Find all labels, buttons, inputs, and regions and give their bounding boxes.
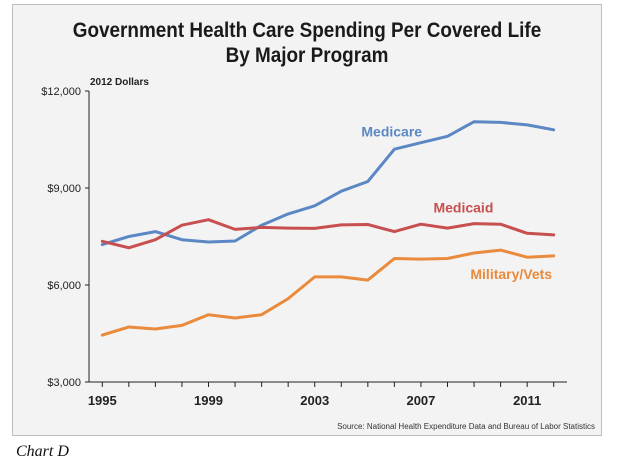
series-line-military-vets <box>100 248 556 337</box>
chart-title: Government Health Care Spending Per Cove… <box>72 19 542 67</box>
y-tick-label: $6,000 <box>47 280 81 292</box>
source-note: Source: National Health Expenditure Data… <box>337 422 595 431</box>
series-label-medicaid: Medicaid <box>433 199 493 215</box>
x-tick-label: 1999 <box>194 393 223 408</box>
figure-caption: Chart D <box>16 443 69 460</box>
unit-note: 2012 Dollars <box>90 77 149 88</box>
series-line-medicare <box>100 120 556 247</box>
x-tick-label: 2007 <box>406 393 435 408</box>
y-tick-label: $9,000 <box>47 183 81 195</box>
series-line-medicaid <box>100 218 556 250</box>
chart-axes: $3,000 $6,000 $9,000 $12,000 1995 1999 2003 200… <box>41 86 567 408</box>
series-label-military-vets: Military/Vets <box>470 266 552 282</box>
chart-panel <box>12 4 602 436</box>
x-tick-label: 1995 <box>88 393 117 408</box>
x-tick-label: 2003 <box>300 393 329 408</box>
x-tick-label: 2011 <box>513 393 541 408</box>
series-lines: Medicare Medicaid Military/Vets <box>100 120 556 337</box>
y-tick-label: $3,000 <box>47 377 81 389</box>
series-label-medicare: Medicare <box>361 123 422 139</box>
y-tick-label: $12,000 <box>41 86 81 98</box>
